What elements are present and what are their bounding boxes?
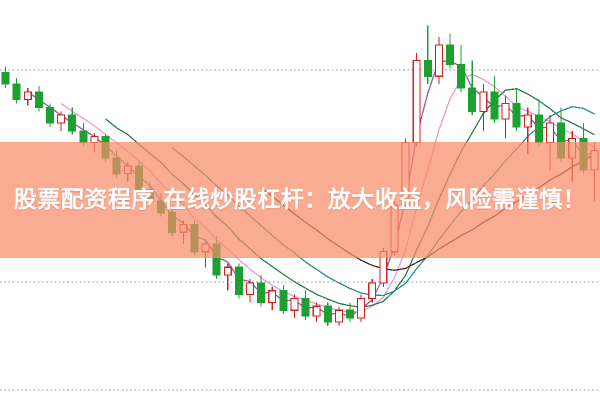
candle-body — [523, 114, 532, 128]
candlestick — [479, 84, 488, 131]
candlestick — [301, 290, 310, 320]
candlestick — [46, 103, 54, 127]
candlestick — [279, 284, 288, 315]
candle-body — [368, 282, 377, 300]
candlestick — [1, 66, 10, 88]
candle-body — [334, 309, 343, 323]
candlestick — [57, 111, 66, 131]
candlestick — [23, 87, 32, 106]
candle-body — [423, 60, 432, 77]
candle-body — [234, 266, 243, 296]
candle-body — [534, 114, 543, 144]
candle-body — [246, 282, 254, 296]
candlestick — [423, 25, 432, 84]
candle-body — [57, 114, 66, 124]
candlestick — [468, 60, 477, 116]
candle-body — [268, 290, 277, 303]
candle-body — [468, 87, 477, 112]
candle-body — [434, 44, 443, 77]
candlestick — [457, 45, 466, 92]
grid-lines — [0, 69, 600, 391]
candlestick — [257, 275, 266, 307]
candle-body — [546, 122, 554, 144]
promo-banner: 股票配资程序 在线炒股杠杆：放大收益，风险需谨慎！ — [0, 142, 600, 258]
candle-body — [479, 91, 488, 112]
candle-body — [279, 290, 288, 311]
candle-body — [512, 102, 521, 128]
candle-body — [1, 71, 10, 85]
candlestick — [357, 294, 366, 322]
candlestick — [223, 263, 232, 291]
candle-body — [79, 130, 88, 144]
candlestick — [412, 52, 421, 147]
candlestick — [490, 76, 499, 123]
candlestick — [434, 37, 443, 84]
candle-body — [34, 91, 43, 108]
candlestick — [12, 78, 21, 104]
candlestick — [268, 286, 277, 311]
banner-headline: 股票配资程序 在线炒股杠杆：放大收益，风险需谨慎！ — [13, 187, 587, 213]
candlestick — [68, 107, 77, 135]
candle-body — [357, 297, 366, 319]
candle-body — [323, 305, 332, 323]
candle-body — [257, 282, 266, 303]
candle-body — [446, 44, 454, 66]
candlestick — [446, 33, 454, 69]
candle-body — [23, 91, 32, 101]
candle-body — [312, 305, 321, 317]
candle-body — [501, 102, 510, 120]
candlestick — [368, 279, 377, 303]
candlestick — [501, 95, 510, 139]
candlestick — [323, 302, 332, 326]
candle-body — [46, 106, 54, 124]
candle-body — [301, 297, 310, 317]
candlestick — [312, 302, 321, 322]
candle-body — [346, 309, 354, 319]
candle-body — [490, 91, 499, 120]
candlestick — [246, 279, 254, 303]
candlestick — [512, 87, 521, 131]
candlestick — [346, 302, 354, 322]
candle-body — [68, 114, 77, 132]
candle-body — [223, 266, 232, 276]
candlestick — [334, 306, 343, 326]
candlestick — [234, 263, 243, 299]
candle-body — [12, 83, 21, 101]
candle-body — [457, 63, 466, 89]
candle-body — [412, 60, 421, 144]
candlestick — [34, 85, 43, 112]
candle-body — [290, 297, 299, 311]
candlestick — [290, 294, 299, 318]
